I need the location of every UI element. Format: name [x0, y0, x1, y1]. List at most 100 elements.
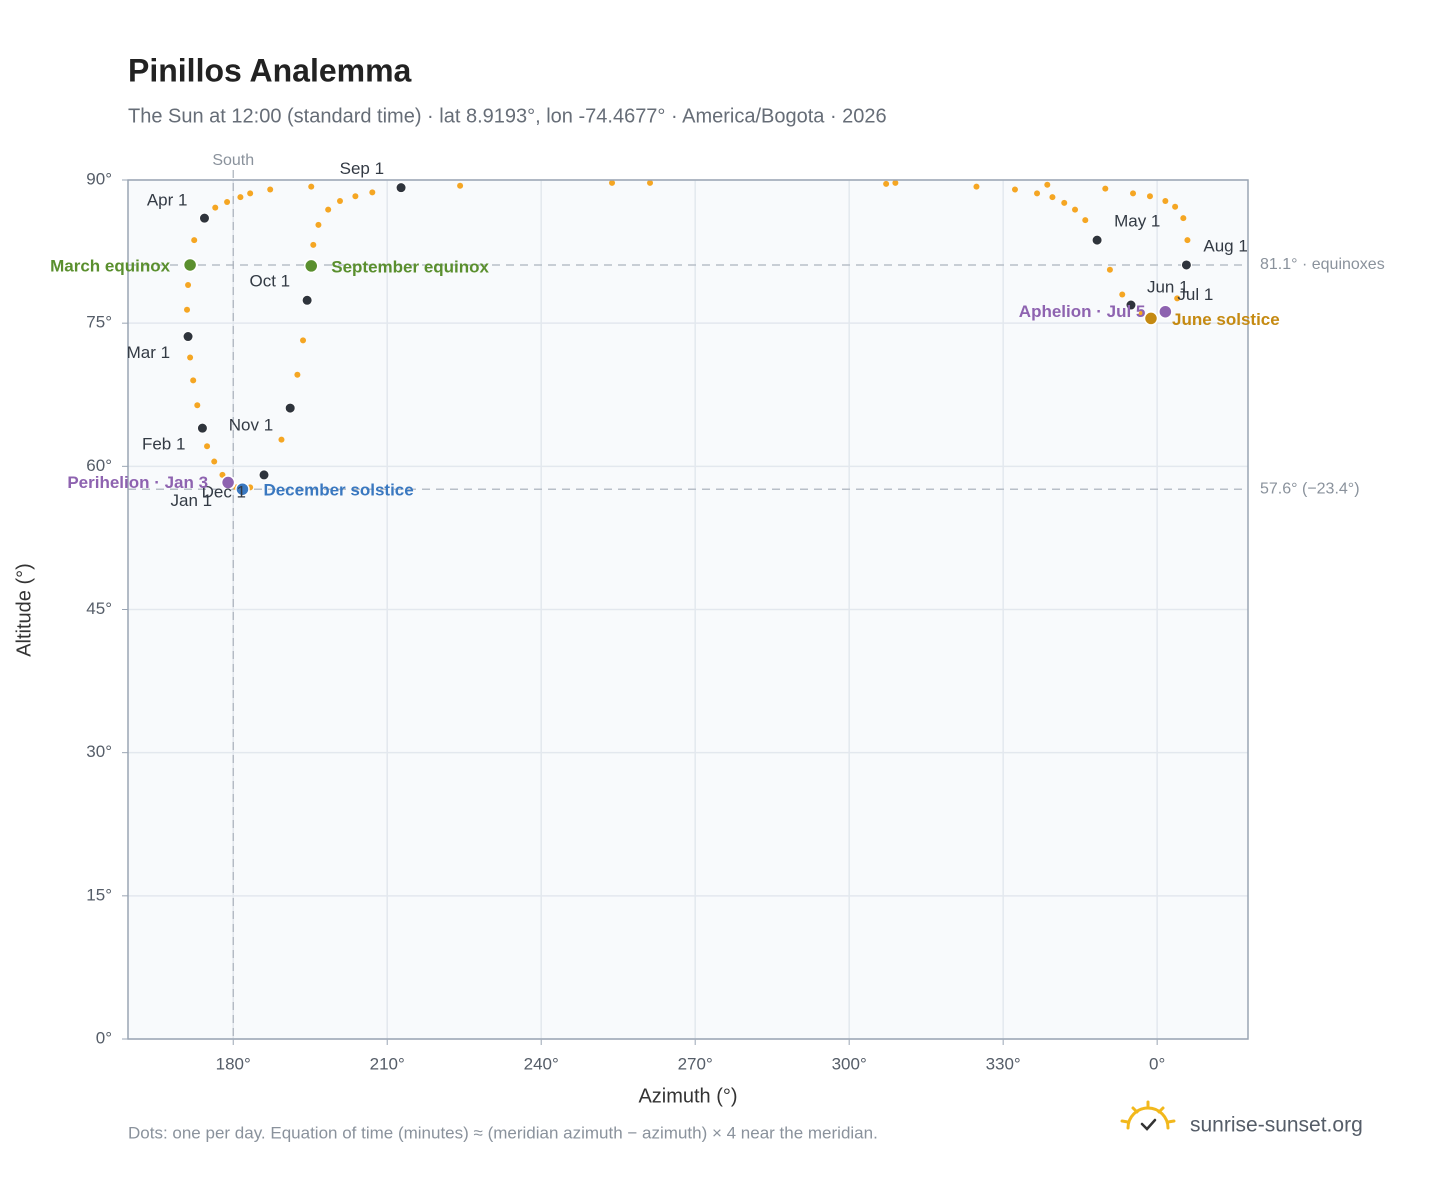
month-marker: [395, 182, 407, 194]
event-marker: [220, 475, 236, 490]
month-label: Sep 1: [340, 159, 384, 178]
x-tick-label: 0°: [1149, 1054, 1165, 1073]
daily-dot: [1034, 190, 1041, 197]
y-tick-label: 60°: [86, 456, 112, 475]
event-marker: [1158, 304, 1173, 319]
reference-label: South: [212, 152, 254, 169]
daily-dot: [190, 377, 197, 384]
month-marker: [182, 331, 194, 343]
x-tick-label: 240°: [524, 1054, 559, 1073]
y-tick-label: 0°: [96, 1028, 112, 1047]
daily-dot: [1184, 237, 1191, 244]
daily-dot: [315, 221, 322, 228]
event-label: March equinox: [50, 256, 171, 275]
month-label: May 1: [1114, 212, 1160, 231]
daily-dot: [185, 281, 192, 288]
month-marker: [198, 212, 210, 224]
x-tick-label: 300°: [832, 1054, 867, 1073]
daily-dot: [647, 179, 654, 186]
month-label: Mar 1: [127, 343, 170, 362]
daily-dot: [237, 194, 244, 201]
month-label: Nov 1: [229, 416, 273, 435]
daily-dot: [212, 204, 219, 211]
daily-dot: [191, 237, 198, 244]
daily-dot: [352, 193, 359, 200]
month-label: Jan 1: [171, 491, 213, 510]
event-marker: [1143, 311, 1159, 326]
month-label: Oct 1: [250, 272, 291, 291]
month-label: Dec 1: [202, 482, 246, 501]
month-marker: [1125, 299, 1137, 311]
x-tick-label: 270°: [678, 1054, 713, 1073]
daily-dot: [325, 206, 332, 213]
event-marker: [235, 481, 250, 497]
event-marker: [303, 258, 319, 274]
daily-dot: [1082, 217, 1089, 224]
daily-dot: [219, 471, 226, 478]
daily-dot: [1106, 266, 1113, 273]
daily-dot: [973, 183, 980, 190]
month-marker: [301, 294, 313, 306]
event-marker: [182, 257, 198, 273]
y-tick-label: 75°: [86, 313, 112, 332]
daily-dot: [369, 189, 376, 196]
month-marker: [284, 402, 296, 414]
daily-dot: [211, 458, 218, 465]
y-tick-label: 15°: [86, 885, 112, 904]
month-marker: [196, 422, 208, 434]
event-label: Perihelion · Jan 3: [67, 473, 208, 492]
y-tick-label: 30°: [86, 742, 112, 761]
daily-dot: [310, 241, 317, 248]
daily-dot: [294, 371, 301, 378]
event-label: Aphelion · Jul 5: [1019, 302, 1146, 321]
footnote: Dots: one per day. Equation of time (min…: [128, 1123, 878, 1142]
chart-subtitle: The Sun at 12:00 (standard time) · lat 8…: [128, 105, 887, 127]
daily-dot: [267, 186, 274, 193]
daily-dot: [1044, 181, 1051, 188]
daily-dot: [336, 197, 343, 204]
chart-title: Pinillos Analemma: [128, 52, 412, 88]
event-label: September equinox: [331, 257, 489, 276]
month-marker: [258, 469, 270, 481]
daily-dot: [1138, 310, 1145, 317]
daily-dot: [184, 306, 191, 313]
x-tick-label: 210°: [370, 1054, 405, 1073]
daily-dot: [187, 354, 194, 361]
month-marker: [1180, 259, 1192, 271]
daily-dot: [457, 182, 464, 189]
daily-dot: [1072, 206, 1079, 213]
daily-dot: [1049, 194, 1056, 201]
daily-dot: [1180, 215, 1187, 222]
daily-dot: [278, 436, 285, 443]
marks: [182, 179, 1192, 497]
daily-dot: [247, 190, 254, 197]
event-label: June solstice: [1172, 310, 1280, 329]
daily-dot: [300, 337, 307, 344]
daily-dot: [883, 180, 890, 187]
month-label: Jul 1: [1177, 285, 1213, 304]
daily-dot: [1119, 291, 1126, 298]
daily-dot: [1061, 199, 1068, 206]
month-label: Aug 1: [1203, 236, 1247, 255]
daily-dot: [1102, 185, 1109, 192]
daily-dot: [308, 183, 315, 190]
daily-dot: [1172, 203, 1179, 210]
y-tick-label: 45°: [86, 599, 112, 618]
daily-dot: [224, 198, 231, 205]
x-tick-label: 180°: [216, 1054, 251, 1073]
daily-dot: [1146, 193, 1153, 200]
daily-dot: [1162, 197, 1169, 204]
event-label: December solstice: [263, 481, 413, 500]
brand: sunrise-sunset.org: [1190, 1114, 1363, 1137]
y-axis-label: Altitude (°): [13, 563, 35, 657]
daily-dot: [1130, 190, 1137, 197]
daily-dot: [1011, 186, 1018, 193]
daily-dot: [204, 443, 211, 450]
month-label: Feb 1: [142, 435, 185, 454]
daily-dot: [892, 179, 899, 186]
daily-dot: [609, 179, 616, 186]
month-label: Jun 1: [1147, 278, 1189, 297]
month-marker: [1091, 234, 1103, 246]
x-axis-label: Azimuth (°): [638, 1085, 737, 1107]
